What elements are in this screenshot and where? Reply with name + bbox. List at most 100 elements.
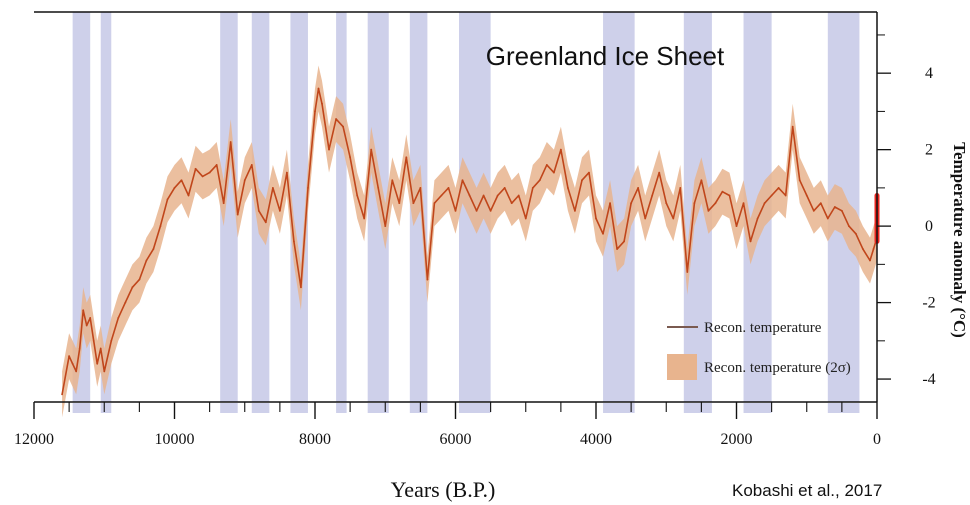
recon-temperature-point [335, 118, 337, 120]
recon-temperature-point [85, 324, 88, 327]
y-tick-label: -4 [922, 371, 935, 388]
recon-temperature-point [99, 347, 102, 350]
recon-temperature-point [377, 186, 380, 189]
recon-temperature-point [349, 156, 352, 159]
recon-temperature-point [61, 393, 63, 396]
recon-temperature-point [686, 271, 689, 273]
recon-temperature-point [840, 209, 843, 212]
recon-temperature-point [756, 217, 759, 220]
recon-temperature-point [848, 225, 850, 228]
cold-event-band-2 [220, 12, 238, 402]
recon-temperature-point [679, 186, 682, 189]
recon-temperature-point [300, 286, 302, 289]
recon-temperature-point [735, 225, 738, 228]
recon-temperature-point [784, 194, 787, 197]
legend: Recon. temperature Recon. temperature (2… [667, 320, 851, 380]
recon-temperature-point [869, 259, 871, 262]
recon-temperature-point [637, 186, 640, 189]
recon-temperature-point [138, 278, 141, 281]
recon-temperature-point [356, 194, 359, 197]
recon-temperature-point [630, 202, 633, 205]
x-tick-label: 8000 [299, 431, 331, 448]
recon-temperature-point [728, 194, 731, 197]
recon-temperature-point [475, 209, 478, 212]
recon-temperature-point [124, 301, 127, 304]
recon-temperature-point [363, 217, 366, 220]
x-tick-label: 10000 [155, 431, 195, 448]
recon-temperature-point [250, 164, 253, 166]
recon-temperature-point [398, 202, 401, 205]
cold-event-band-foot-12 [827, 403, 860, 413]
recon-temperature-point [665, 202, 668, 205]
recon-temperature-point [370, 148, 373, 151]
recon-temperature-point [707, 209, 710, 212]
recon-temperature-point [581, 179, 583, 182]
cold-event-band-foot-9 [603, 403, 635, 413]
x-tick-label: 12000 [14, 431, 54, 448]
recon-temperature-point [307, 186, 309, 189]
recon-temperature-point [693, 202, 696, 205]
recon-temperature-point [749, 240, 752, 243]
cold-event-band-foot-3 [251, 403, 270, 413]
recon-temperature-point [503, 186, 506, 189]
recon-temperature-point [826, 217, 829, 220]
recon-temperature-point [328, 148, 330, 151]
recon-temperature-point [419, 186, 422, 189]
recon-temperature-point [447, 186, 450, 189]
recon-temperature-point [658, 171, 661, 174]
recon-temperature-point [215, 164, 218, 166]
recon-temperature-point [461, 179, 464, 182]
recon-temperature-point [616, 248, 618, 250]
recon-temperature-point [78, 347, 81, 350]
recon-temperature-point [314, 110, 316, 113]
recon-temperature-point [110, 339, 113, 342]
recon-temperature-point [433, 202, 436, 205]
cold-event-band-foot-10 [683, 403, 712, 413]
recon-temperature-point [574, 209, 576, 212]
y-tick-label: 4 [925, 65, 933, 82]
recon-temperature-point [293, 240, 295, 243]
cold-event-band-foot-5 [336, 403, 347, 413]
recon-temperature-point [538, 179, 541, 182]
recon-temperature-point [278, 209, 281, 212]
recon-temperature-point [131, 286, 134, 289]
recon-temperature-point [187, 194, 190, 197]
y-tick-label: 2 [925, 142, 933, 159]
recon-temperature-point [700, 179, 703, 182]
recon-temperature-point [89, 316, 92, 319]
cold-event-band-foot-2 [220, 403, 238, 413]
recon-temperature-point [644, 217, 647, 220]
recon-temperature-point [559, 148, 562, 151]
recon-temperature-point [567, 186, 569, 189]
recon-temperature-point [208, 171, 211, 174]
recon-temperature-point [833, 206, 836, 208]
recon-temperature-point [173, 186, 176, 189]
recon-temperature-point [194, 167, 197, 170]
recon-temperature-point [517, 194, 520, 197]
recon-temperature-point [763, 202, 766, 205]
source-credit: Kobashi et al., 2017 [732, 481, 882, 500]
recon-temperature-point [342, 125, 344, 128]
recon-temperature-point [257, 209, 260, 212]
recon-temperature-point [117, 316, 120, 319]
recon-temperature-point [721, 190, 724, 193]
recon-temperature-point [321, 102, 323, 105]
cold-event-band-foot-1 [100, 403, 112, 413]
recon-temperature-point [524, 217, 527, 220]
recon-temperature-point [531, 186, 534, 189]
recon-temperature-point [552, 171, 555, 174]
recon-temperature-point [236, 213, 239, 216]
recon-temperature-point [812, 209, 815, 212]
recon-temperature-point [264, 221, 267, 224]
recon-temperature-point [317, 87, 320, 90]
recon-temperature-point [71, 362, 74, 365]
recon-temperature-point [510, 202, 513, 205]
cold-event-band-foot-11 [743, 403, 772, 413]
recon-temperature-point [384, 225, 387, 228]
recon-temperature-point [159, 225, 162, 228]
recon-temperature-point [92, 339, 95, 342]
recon-temperature-point [798, 179, 801, 182]
recon-temperature-point [75, 370, 78, 373]
x-axis-label: Years (B.P.) [391, 477, 496, 502]
